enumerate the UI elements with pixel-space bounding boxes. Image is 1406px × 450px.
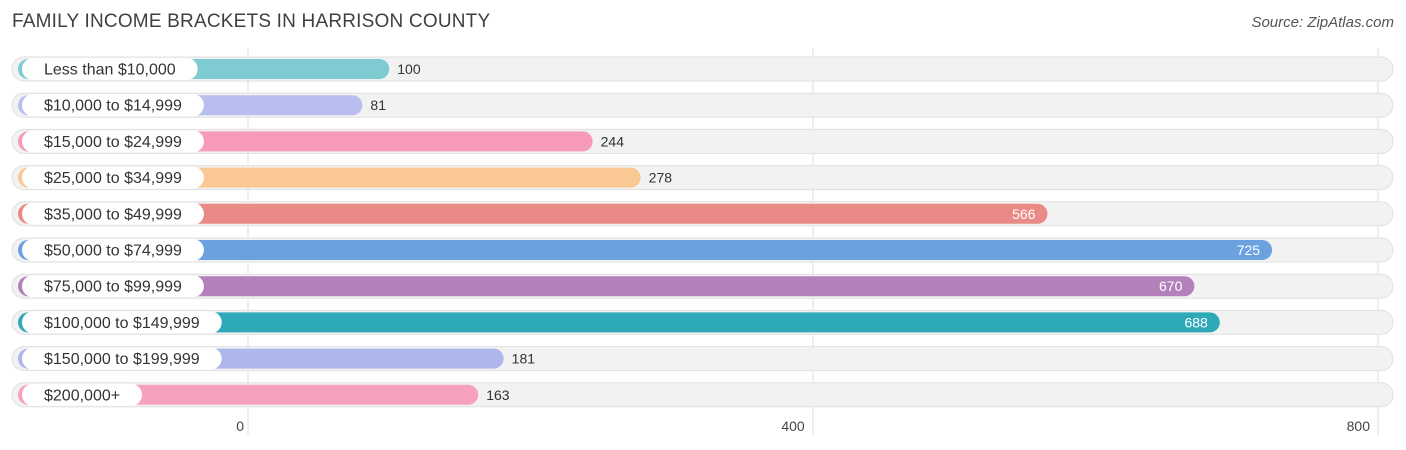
value-label: 181	[512, 351, 536, 367]
category-pill	[22, 166, 204, 189]
value-label: 670	[1159, 278, 1183, 294]
tick-label-0: 0	[236, 418, 244, 434]
category-pill	[22, 311, 222, 334]
category-label: $15,000 to $24,999	[44, 134, 182, 151]
bars: Less than $10,000 100 $10,000 to $14,999 81…	[11, 56, 1394, 408]
tick-label-800: 800	[1347, 418, 1371, 434]
category-label: $25,000 to $34,999	[44, 170, 182, 187]
chart-source: Source: ZipAtlas.com	[1251, 14, 1394, 31]
x-axis-ticks: 0 400 800	[236, 418, 1370, 434]
category-pill	[22, 239, 204, 261]
value-label: 163	[486, 387, 510, 403]
value-label: 278	[649, 170, 673, 186]
category-label: $75,000 to $99,999	[44, 279, 182, 296]
value-label: 725	[1237, 242, 1261, 258]
category-label: $50,000 to $74,999	[44, 243, 182, 260]
value-label: 100	[397, 61, 421, 77]
tick-label-400: 400	[781, 418, 805, 434]
category-pill	[22, 58, 198, 80]
value-label: 81	[370, 97, 386, 113]
chart-title: FAMILY INCOME BRACKETS IN HARRISON COUNT…	[12, 11, 491, 32]
category-label: Less than $10,000	[44, 62, 176, 79]
category-pill	[22, 130, 204, 153]
category-label: $35,000 to $49,999	[44, 206, 182, 223]
category-label: $150,000 to $199,999	[44, 351, 200, 368]
bar	[18, 203, 1048, 224]
category-pill	[22, 347, 222, 370]
bar	[18, 312, 1220, 333]
value-label: 688	[1184, 314, 1208, 330]
category-pill	[22, 202, 204, 225]
category-label: $10,000 to $14,999	[44, 98, 182, 115]
category-label: $100,000 to $149,999	[44, 315, 200, 332]
category-pill	[22, 94, 204, 117]
category-label: $200,000+	[44, 387, 120, 404]
category-pill	[22, 275, 204, 298]
bar	[18, 240, 1273, 260]
category-pill	[22, 383, 143, 406]
value-label: 244	[601, 133, 625, 149]
value-label: 566	[1012, 206, 1036, 222]
bar	[18, 276, 1195, 297]
